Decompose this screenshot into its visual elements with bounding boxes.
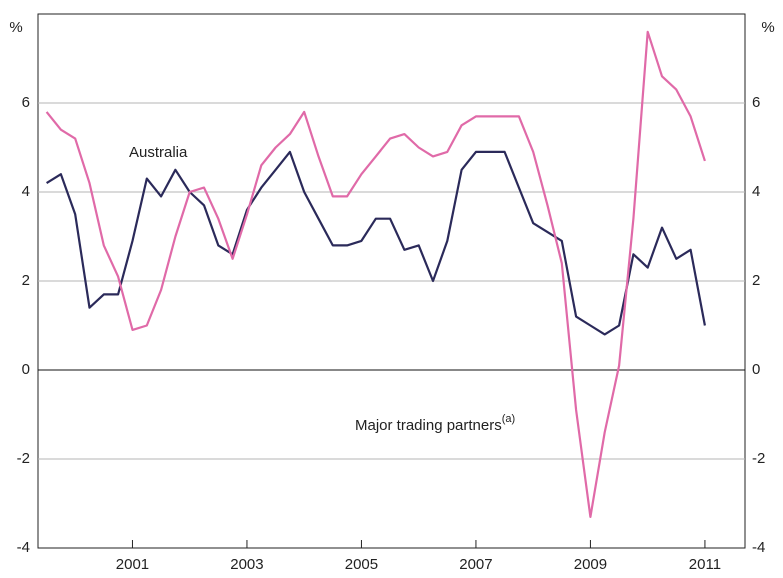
y-tick-label-right: 4	[752, 183, 760, 200]
y-tick-label-right: 0	[752, 361, 760, 378]
y-tick-label-left: 0	[22, 361, 30, 378]
series-label-sup: (a)	[502, 413, 515, 425]
y-tick-label-right: -2	[752, 450, 765, 467]
y-tick-label-right: -4	[752, 539, 765, 556]
x-tick-label: 2001	[116, 556, 149, 573]
series-line	[46, 150, 706, 336]
y-tick-label-left: -2	[17, 450, 30, 467]
y-tick-label-left: -4	[17, 539, 30, 556]
x-tick-label: 2009	[574, 556, 607, 573]
y-tick-label-left: 6	[22, 94, 30, 111]
y-tick-label-left: 4	[22, 183, 30, 200]
series-label-name: Major trading partners	[355, 417, 502, 434]
y-tick-label-left: 2	[22, 272, 30, 289]
x-tick-label: 2011	[689, 556, 721, 573]
y-unit-left: %	[9, 19, 22, 36]
series-label: Australia	[129, 144, 188, 161]
y-unit-right: %	[761, 19, 774, 36]
series-line	[45, 30, 706, 518]
x-tick-label: 2007	[459, 556, 492, 573]
y-tick-label-right: 2	[752, 272, 760, 289]
x-tick-label: 2005	[345, 556, 378, 573]
y-tick-label-right: 6	[752, 94, 760, 111]
x-tick-label: 2003	[230, 556, 263, 573]
series-label: Major trading partners(a)	[355, 413, 515, 434]
